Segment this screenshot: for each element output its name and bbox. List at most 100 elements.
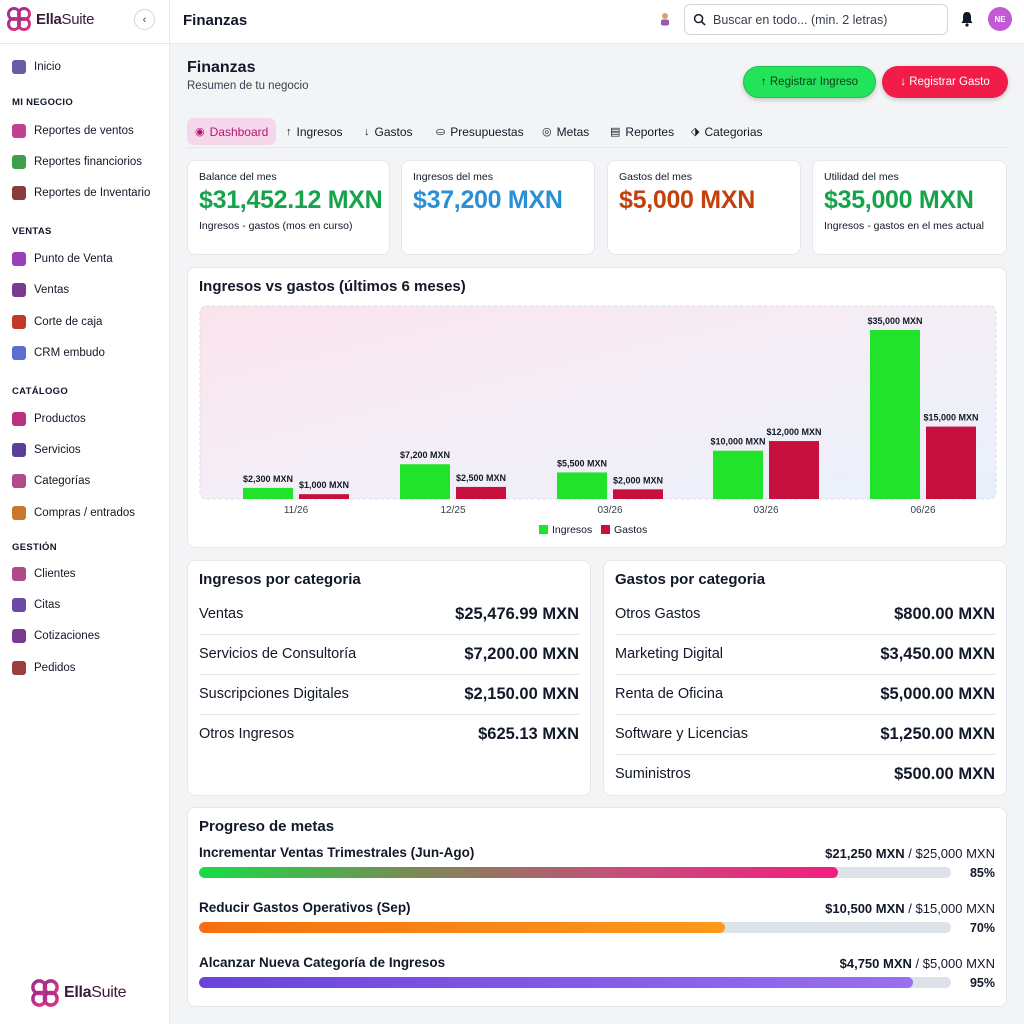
tab-gastos[interactable]: ↓ Gastos [364,118,413,145]
register-income-button[interactable]: ↑ Registrar Ingreso [743,66,876,98]
bar-gastos-1[interactable] [456,486,506,499]
categories-icon [12,474,26,488]
sidebar-item-label: Citas [34,599,61,611]
crm-funnel-icon [12,346,26,360]
ellasuite-logo-icon [7,7,31,31]
purchases-icon [12,506,26,520]
sidebar-item-crm-embudo[interactable]: CRM embudo [12,343,105,363]
products-icon [12,412,26,426]
goal-progress-fill [199,867,839,878]
category-name: Marketing Digital [615,646,723,662]
sidebar-item-citas[interactable]: Citas [12,595,60,615]
bar-gastos-0[interactable] [299,494,349,499]
kpi-card-expenses: Gastos del mes $5,000 MXN [607,160,801,255]
cash-register-icon [12,315,26,329]
goal-target: $15,000 MXN [915,901,996,916]
user-avatar[interactable]: NE [988,7,1012,31]
x-tick-label: 06/26 [910,505,935,516]
expense-categories-title: Gastos por categoria [615,571,766,588]
goal-percent: 85% [969,866,995,880]
sidebar-item-productos[interactable]: Productos [12,409,86,429]
bar-data-label: $1,000 MXN [299,480,349,490]
kpi-label: Ingresos del mes [413,171,493,183]
tab-categorias[interactable]: ⬗ Categorias [691,118,763,145]
goal-name: Alcanzar Nueva Categoría de Ingresos [199,955,446,970]
income-vs-expense-chart: $2,300 MXN $1,000 MXN 11/26 $7,200 MXN $2,50… [199,305,997,536]
bar-ingresos-3[interactable] [713,450,763,499]
bar-ingresos-1[interactable] [400,464,450,499]
global-search[interactable] [684,4,948,35]
sidebar-item-reportes-financiorios[interactable]: Reportes financiorios [12,152,142,172]
bar-ingresos-0[interactable] [243,487,293,499]
category-row: Suscripciones Digitales $2,150.00 MXN [199,674,579,714]
collapse-sidebar-button[interactable]: ‹ [134,9,155,30]
category-amount: $5,000.00 MXN [880,684,995,703]
pos-icon [12,252,26,266]
tab-metas[interactable]: ◎ Metas [542,118,589,145]
tab-metas-icon: ◎ [542,126,552,138]
sidebar-divider [0,43,170,44]
goal-current: $4,750 MXN [839,956,912,971]
appointments-icon [12,598,26,612]
category-amount: $25,476.99 MXN [455,604,579,623]
search-input[interactable] [713,12,933,27]
topbar-title: Finanzas [183,12,248,29]
category-row: Renta de Oficina $5,000.00 MXN [615,674,995,714]
sidebar-item-cotizaciones[interactable]: Cotizaciones [12,626,100,646]
category-name: Suministros [615,766,691,782]
tab-gastos-icon: ↓ [364,125,370,138]
category-row: Suministros $500.00 MXN [615,754,995,794]
sidebar-item-compras-entrados[interactable]: Compras / entrados [12,503,135,523]
category-amount: $500.00 MXN [894,764,995,783]
sidebar-item-label: Productos [34,413,86,425]
goal-progress-fill [199,922,726,933]
bar-gastos-2[interactable] [613,489,663,499]
notifications-bell-icon[interactable] [960,11,974,32]
tab-label: Dashboard [209,124,269,139]
tab-label: Presupuestas [450,124,524,139]
row-divider [199,674,579,675]
goal-progress-bar [199,922,951,933]
sidebar-item-label: Pedidos [34,662,76,674]
page-subtitle: Resumen de tu negocio [187,80,309,92]
bar-ingresos-2[interactable] [557,472,607,499]
goal-amount: $21,250 MXN / $25,000 MXN [825,846,995,861]
sidebar-item-pedidos[interactable]: Pedidos [12,658,76,678]
goal-progress-bar [199,977,951,988]
sidebar-item-corte-de-caja[interactable]: Corte de caja [12,312,102,332]
sidebar-item-clientes[interactable]: Clientes [12,564,76,584]
sidebar-item-label: Servicios [34,444,81,456]
brand-logo[interactable]: EllaSuite [6,6,94,32]
x-tick-label: 03/26 [597,505,622,516]
brand-name: EllaSuite [36,10,95,28]
tab-label: Gastos [374,124,413,139]
sidebar-item-inicio[interactable]: Inicio [12,57,61,77]
sidebar-item-punto-de-venta[interactable]: Punto de Venta [12,249,113,269]
category-amount: $2,150.00 MXN [464,684,579,703]
sidebar-item-servicios[interactable]: Servicios [12,440,81,460]
user-status-icon[interactable] [659,12,671,29]
bar-ingresos-4[interactable] [870,330,920,499]
goals-title: Progreso de metas [199,818,335,835]
goals-progress-card: Progreso de metas Incrementar Ventas Tri… [187,807,1007,1007]
sidebar-item-categorias[interactable]: Categorías [12,471,90,491]
kpi-value: $37,200 MXN [413,186,563,214]
expense-by-category-card: Gastos por categoria Otros Gastos $800.00… [603,560,1007,796]
sidebar-item-ventas[interactable]: Ventas [12,280,69,300]
tab-reportes[interactable]: ▤ Reportes [610,118,674,145]
register-expense-button[interactable]: ↓ Registrar Gasto [882,66,1008,98]
bar-data-label: $10,000 MXN [710,437,765,447]
bar-gastos-4[interactable] [926,426,976,499]
tab-dashboard[interactable]: ◉ Dashboard [187,118,277,145]
x-tick-label: 12/25 [440,505,465,516]
bar-gastos-3[interactable] [769,441,819,499]
sidebar-item-reportes-de-inventario[interactable]: Reportes de Inventario [12,183,150,203]
sales-report-icon [12,124,26,138]
tab-ingresos[interactable]: ↑ Ingresos [286,118,343,145]
tab-presupuestas[interactable]: ⛀ Presupuestas [436,118,524,145]
sidebar-item-reportes-de-ventos[interactable]: Reportes de ventos [12,121,134,141]
sidebar-item-label: CRM embudo [34,347,105,359]
category-name: Suscripciones Digitales [199,686,349,702]
category-name: Renta de Oficina [615,686,724,702]
inventory-report-icon [12,186,26,200]
